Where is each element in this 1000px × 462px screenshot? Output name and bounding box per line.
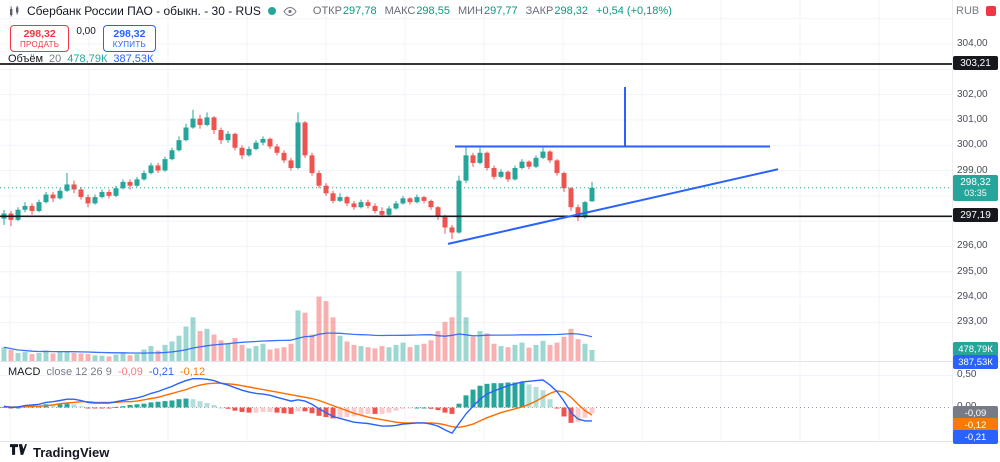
chart-type-icon — [8, 5, 21, 18]
low-label: МИН — [457, 5, 483, 17]
buy-label: КУПИТЬ — [112, 40, 147, 50]
volume-legend-value: 478,79К — [67, 53, 108, 65]
price-tick-label: 302,00 — [957, 88, 988, 100]
change-value: +0,54 (+0,18%) — [596, 5, 672, 17]
macd-pane-canvas[interactable] — [0, 362, 952, 441]
price-tick-label: 300,00 — [957, 139, 988, 151]
macd-signal-value: -0,12 — [179, 366, 206, 378]
price-tick-label: 296,00 — [957, 240, 988, 252]
macd-hist-value: -0,09 — [117, 366, 143, 378]
last-price-badge: 298,32 03:35 — [953, 175, 998, 201]
buy-price: 298,32 — [113, 28, 146, 40]
price-tick-label: 301,00 — [957, 113, 988, 125]
bottom-toolbar: TradingView — [0, 442, 1000, 462]
bar-countdown: 03:35 — [964, 188, 987, 198]
sell-button[interactable]: 298,32 ПРОДАТЬ — [10, 25, 70, 53]
macd-legend-params: close 12 26 9 — [46, 366, 112, 378]
spread-value: 0,00 — [76, 26, 96, 37]
price-tick-label: 0,50 — [957, 368, 977, 380]
symbol-title[interactable]: Сбербанк России ПАО - обыкн. - 30 - RUS — [27, 4, 261, 18]
price-level-badge-lower: 297,19 — [953, 208, 998, 222]
macd-line-badge: -0,21 — [953, 430, 998, 444]
high-label: МАКС — [384, 5, 416, 17]
sell-label: ПРОДАТЬ — [20, 40, 60, 50]
currency-label[interactable]: RUB — [956, 5, 980, 17]
close-value: 298,32 — [554, 5, 589, 17]
buy-button[interactable]: 298,32 КУПИТЬ — [102, 25, 157, 53]
sell-price: 298,32 — [23, 28, 56, 40]
volume-value-badge: 478,79К — [953, 342, 998, 356]
macd-hist-badge: -0,09 — [953, 406, 998, 420]
volume-ma-badge: 387,53К — [953, 355, 998, 369]
price-tick-label: 299,00 — [957, 164, 988, 176]
price-tick-label: 293,00 — [957, 316, 988, 328]
price-tick-label: 295,00 — [957, 265, 988, 277]
open-value: 297,78 — [342, 5, 377, 17]
high-value: 298,55 — [416, 5, 450, 17]
volume-legend: Объём 20 478,79К 387,53К — [8, 53, 153, 65]
eye-icon[interactable] — [283, 6, 297, 17]
macd-line-value: -0,21 — [148, 366, 174, 378]
tradingview-logo-icon[interactable] — [10, 442, 27, 462]
chart-legend-header: Сбербанк России ПАО - обыкн. - 30 - RUS … — [8, 4, 672, 18]
tradingview-wordmark[interactable]: TradingView — [33, 444, 110, 460]
timescale-divider — [0, 441, 1000, 442]
volume-legend-period: 20 — [49, 53, 62, 65]
last-price-value: 298,32 — [960, 177, 991, 188]
price-pane-canvas[interactable] — [0, 0, 952, 361]
currency-row: RUB — [956, 5, 997, 17]
trade-widget: 298,32 ПРОДАТЬ 0,00 298,32 КУПИТЬ — [10, 25, 157, 53]
ohlc-readout: ОТКР 297,78 МАКС 298,55 МИН 297,77 ЗАКР 298,… — [313, 5, 672, 17]
price-level-badge-upper: 303,21 — [953, 56, 998, 70]
low-value: 297,77 — [483, 5, 518, 17]
price-scale-border — [952, 0, 953, 441]
status-dot-icon — [267, 6, 277, 16]
close-label: ЗАКР — [525, 5, 554, 17]
volume-legend-title[interactable]: Объём — [8, 53, 44, 65]
market-status-icon — [986, 6, 997, 16]
open-label: ОТКР — [312, 5, 342, 17]
macd-signal-badge: -0,12 — [953, 418, 998, 432]
price-tick-label: 304,00 — [957, 38, 988, 50]
macd-legend-title[interactable]: MACD — [8, 366, 41, 378]
volume-legend-ma-value: 387,53К — [113, 53, 154, 65]
pane-divider[interactable] — [0, 361, 1000, 362]
macd-legend: MACD close 12 26 9 -0,09 -0,21 -0,12 — [8, 366, 205, 378]
price-tick-label: 294,00 — [957, 291, 988, 303]
